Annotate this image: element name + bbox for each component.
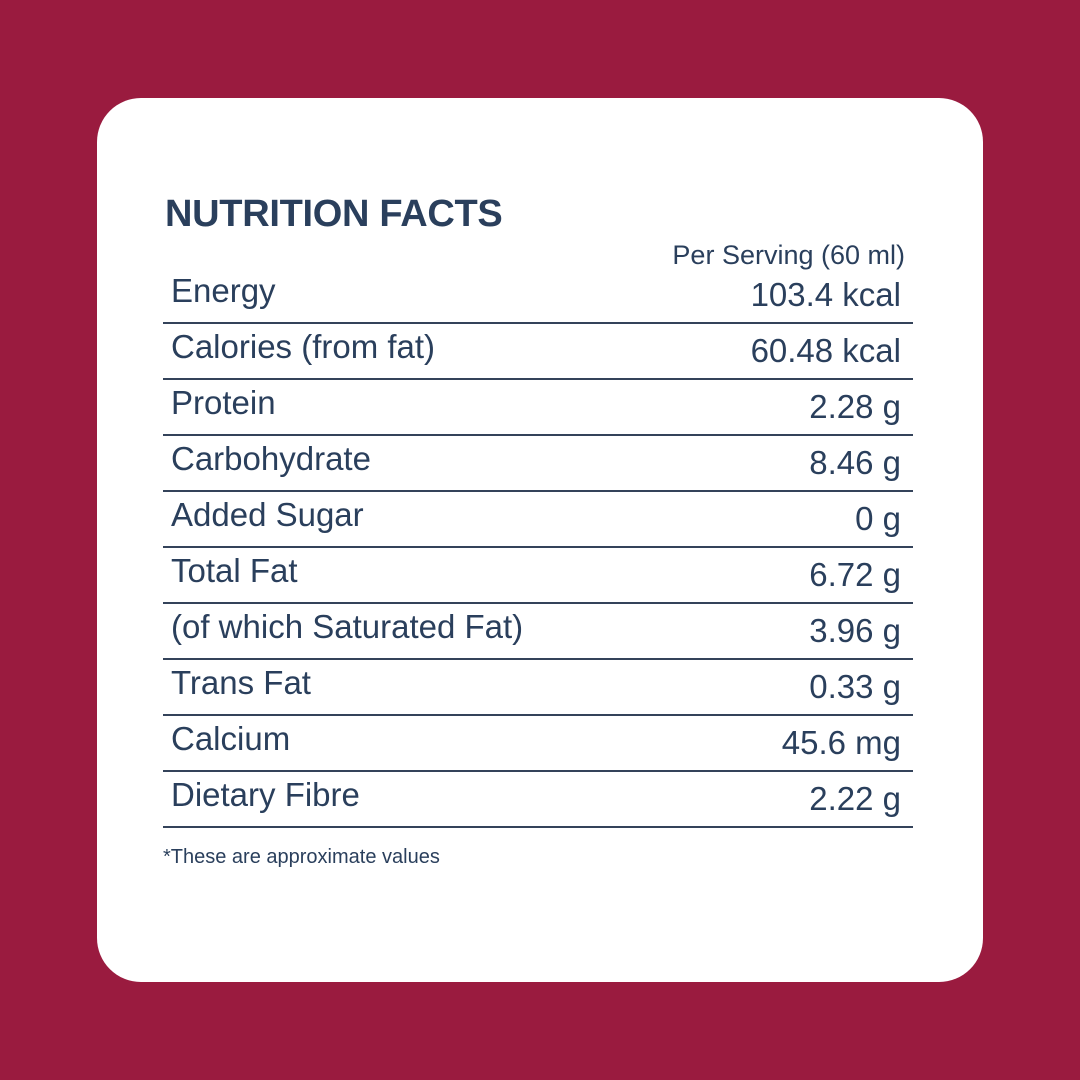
nutrient-name: Total Fat bbox=[171, 552, 298, 589]
nutrition-card: NUTRITION FACTS Per Serving (60 ml) Ener… bbox=[97, 98, 983, 982]
nutrient-row-saturated-fat: (of which Saturated Fat) 3.96 g bbox=[163, 604, 913, 660]
nutrient-row-trans-fat: Trans Fat 0.33 g bbox=[163, 660, 913, 716]
nutrient-row-total-fat: Total Fat 6.72 g bbox=[163, 548, 913, 604]
nutrient-value: 3.96 g bbox=[809, 612, 901, 649]
nutrient-value: 8.46 g bbox=[809, 444, 901, 481]
nutrition-title: NUTRITION FACTS bbox=[165, 193, 503, 235]
nutrient-name: Calories (from fat) bbox=[171, 328, 436, 365]
nutrient-value: 103.4 kcal bbox=[750, 276, 901, 313]
serving-size-label: Per Serving (60 ml) bbox=[672, 240, 905, 270]
nutrition-table: Energy 103.4 kcal Calories (from fat) 60… bbox=[163, 268, 913, 828]
nutrient-name: Protein bbox=[171, 384, 276, 421]
nutrient-name: Dietary Fibre bbox=[171, 776, 360, 813]
nutrient-row-calcium: Calcium 45.6 mg bbox=[163, 716, 913, 772]
nutrient-row-added-sugar: Added Sugar 0 g bbox=[163, 492, 913, 548]
nutrient-row-calories-from-fat: Calories (from fat) 60.48 kcal bbox=[163, 324, 913, 380]
nutrient-name: Trans Fat bbox=[171, 664, 311, 701]
nutrient-name: Carbohydrate bbox=[171, 440, 371, 477]
nutrient-name: Added Sugar bbox=[171, 496, 364, 533]
nutrient-row-protein: Protein 2.28 g bbox=[163, 380, 913, 436]
nutrient-value: 45.6 mg bbox=[781, 724, 901, 761]
nutrient-row-carbohydrate: Carbohydrate 8.46 g bbox=[163, 436, 913, 492]
nutrient-name: (of which Saturated Fat) bbox=[171, 608, 524, 645]
nutrient-value: 0.33 g bbox=[809, 668, 901, 705]
nutrient-name: Energy bbox=[171, 272, 276, 309]
nutrient-value: 60.48 kcal bbox=[750, 332, 901, 369]
nutrient-value: 0 g bbox=[855, 500, 901, 537]
nutrient-value: 2.22 g bbox=[809, 780, 901, 817]
nutrient-name: Calcium bbox=[171, 720, 291, 757]
nutrient-row-energy: Energy 103.4 kcal bbox=[163, 268, 913, 324]
nutrient-row-dietary-fibre: Dietary Fibre 2.22 g bbox=[163, 772, 913, 828]
nutrient-value: 6.72 g bbox=[809, 556, 901, 593]
nutrient-value: 2.28 g bbox=[809, 388, 901, 425]
footnote: *These are approximate values bbox=[163, 846, 440, 868]
